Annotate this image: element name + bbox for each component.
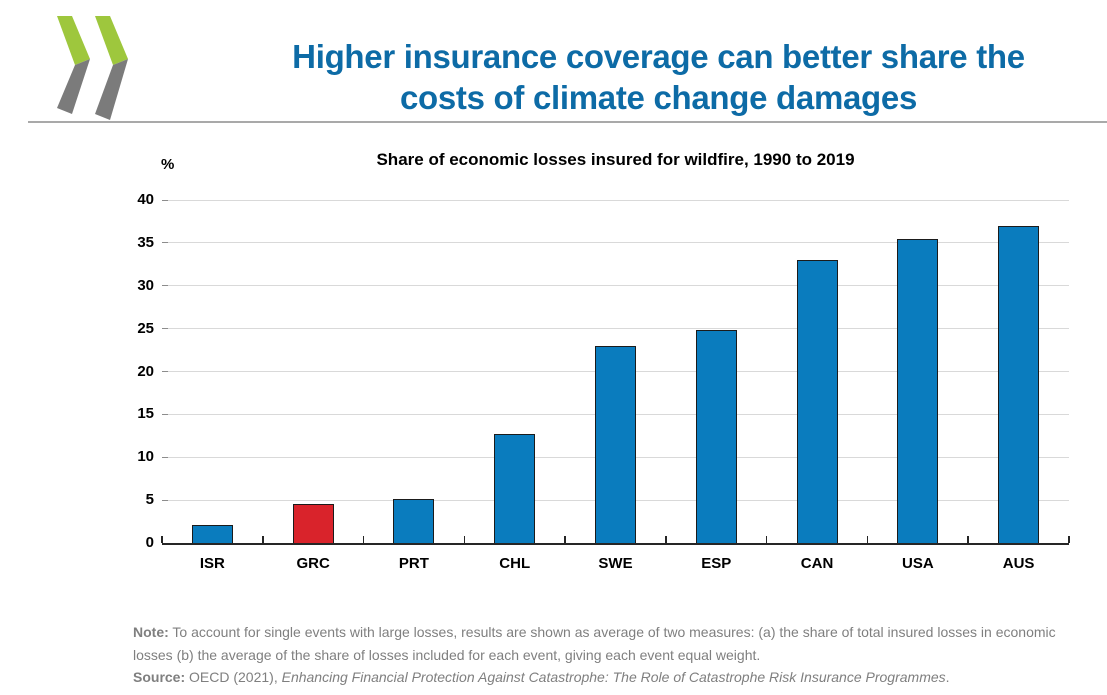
y-tick-label: 20 [137, 362, 154, 380]
y-axis-tick [162, 328, 168, 330]
y-tick-label: 0 [145, 534, 154, 551]
gridline [162, 242, 1069, 244]
gridline [162, 328, 1069, 330]
page-title-line-1: Higher insurance coverage can better sha… [292, 38, 1025, 76]
bar-can [796, 260, 838, 543]
x-axis-tick [967, 536, 969, 543]
x-axis-tick [665, 536, 667, 543]
x-axis-tick [1068, 536, 1070, 543]
y-axis-tick [162, 199, 168, 201]
y-axis-tick [162, 285, 168, 287]
y-axis-labels: 0 5 10 15 20 25 30 35 40 [100, 191, 154, 551]
x-axis-tick [161, 536, 163, 543]
x-axis-tick [262, 536, 264, 543]
plot-area [161, 199, 1070, 545]
y-axis-tick [162, 499, 168, 501]
chevron-1 [57, 16, 90, 114]
x-axis-tick [765, 536, 768, 543]
x-axis-tick [463, 536, 466, 543]
x-tick-label: PRT [398, 555, 429, 572]
bar-isr [191, 525, 233, 543]
oecd-logo-icon [57, 16, 128, 120]
page-title-line-2: costs of climate change damages [399, 79, 918, 117]
source-title: Enhancing Financial Protection Against C… [281, 669, 946, 685]
note-label: Note: [133, 624, 169, 640]
x-tick-label: AUS [1002, 555, 1035, 572]
x-tick-label: ISR [199, 555, 225, 572]
x-tick-label: CAN [800, 555, 834, 572]
y-tick-label: 30 [137, 276, 154, 294]
y-axis-tick [162, 371, 168, 372]
y-tick-label: 10 [137, 448, 154, 466]
y-tick-label: 15 [137, 405, 154, 423]
x-tick-label: USA [901, 555, 934, 572]
note-body: To account for single events with large … [133, 624, 1056, 663]
gridline [162, 285, 1069, 287]
x-axis-tick [866, 536, 869, 543]
y-tick-label: 25 [137, 319, 154, 337]
bar-aus [998, 225, 1040, 543]
x-tick-label: SWE [598, 555, 633, 572]
bar-usa [897, 238, 939, 543]
x-axis-tick [362, 536, 365, 543]
gridline [162, 199, 1069, 201]
y-tick-label: 5 [145, 491, 154, 509]
source-prefix: OECD (2021), [185, 669, 282, 685]
y-axis-tick [162, 242, 168, 244]
footnote: Note: To account for single events with … [133, 621, 1063, 689]
x-tick-label: ESP [701, 555, 732, 572]
x-tick-label: CHL [499, 555, 531, 572]
x-axis-labels: ISR GRC PRT CHL SWE ESP CAN USA AUS [162, 555, 1069, 577]
x-tick-label: GRC [296, 555, 330, 572]
bar-esp [695, 330, 737, 543]
bar-swe [595, 345, 636, 543]
y-tick-label: 40 [137, 191, 154, 208]
bar-grc [292, 503, 334, 543]
page-title: Higher insurance coverage can better sha… [210, 36, 1107, 118]
y-axis-unit-label: % [161, 156, 175, 173]
source-suffix: . [945, 669, 950, 685]
y-axis-tick [162, 456, 168, 458]
chart-title: Share of economic losses insured for wil… [376, 150, 855, 169]
y-axis-tick [162, 413, 168, 415]
y-tick-label: 35 [137, 233, 154, 251]
bar-chl [494, 434, 536, 543]
bar-prt [393, 499, 435, 543]
chevron-2 [95, 16, 128, 120]
header-divider [28, 121, 1107, 123]
x-axis-tick [564, 536, 566, 543]
source-label: Source: [133, 669, 186, 685]
